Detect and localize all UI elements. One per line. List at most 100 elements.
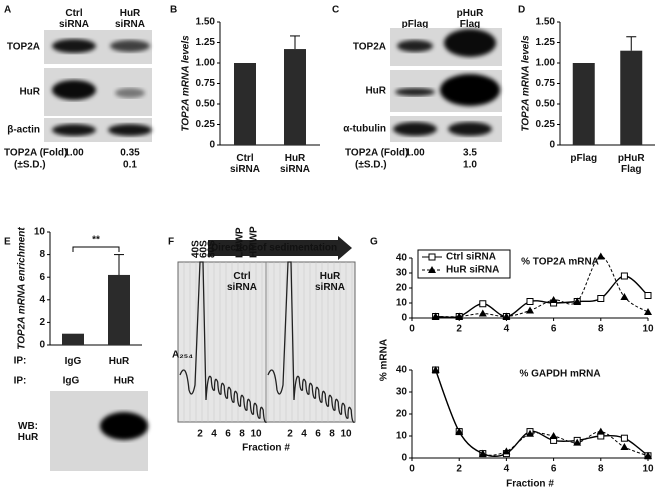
tick-label: 0.50: [196, 99, 216, 110]
tick-label: 1.50: [196, 17, 216, 28]
column-label: pHuR Flag: [457, 8, 484, 30]
annotation: **: [92, 235, 100, 246]
x-tick-label: HuR: [109, 356, 130, 367]
peak-label: 60S: [199, 240, 210, 258]
tick-label: 8: [598, 324, 604, 335]
peak-label: 40S: [191, 240, 202, 258]
legend-label: HuR siRNA: [446, 265, 499, 276]
series-line: [435, 255, 649, 318]
marker: [549, 296, 558, 303]
marker: [431, 366, 440, 373]
row-label: TOP2A: [353, 42, 386, 53]
y-axis-label: A₂₅₄: [172, 350, 193, 361]
sd-value: 0.1: [123, 160, 137, 171]
x-tick-label: IgG: [65, 356, 82, 367]
blot-band: [52, 124, 96, 136]
tick-label: 6: [551, 324, 557, 335]
lane-label: HuR: [114, 376, 135, 387]
marker: [455, 312, 464, 320]
row-label: HuR: [365, 86, 386, 97]
tick-label: 0.25: [196, 119, 216, 130]
x-tick-label: Ctrl siRNA: [230, 153, 260, 175]
marker: [526, 306, 534, 314]
tick-label: 30: [396, 268, 408, 279]
fold-value: 3.5: [463, 148, 477, 159]
panel-label: F: [168, 237, 174, 248]
row-label: α-tubulin: [343, 124, 386, 135]
y-axis-label: TOP2A mRNA enrichment: [17, 227, 28, 350]
x-axis-label: Fraction #: [506, 479, 554, 490]
tick-label: 20: [396, 409, 408, 420]
marker: [526, 429, 534, 437]
fraction-tick: 4: [301, 429, 307, 440]
legend-marker: [428, 253, 436, 261]
panel-label: D: [518, 5, 525, 16]
polysome-label: LMWP: [235, 227, 246, 258]
marker: [596, 252, 605, 260]
marker: [644, 451, 652, 459]
fraction-tick: 6: [315, 429, 321, 440]
row-label: β-actin: [7, 125, 40, 136]
tick-label: 4: [39, 294, 45, 305]
tick-label: 0: [549, 140, 555, 151]
row-label: HuR: [19, 87, 40, 98]
marker: [478, 449, 487, 457]
blot-band: [108, 124, 152, 136]
tick-label: 1.25: [536, 37, 556, 48]
tick-label: 0: [209, 140, 215, 151]
marker: [596, 427, 605, 435]
tick-label: 30: [396, 387, 408, 398]
fraction-tick: 6: [225, 429, 231, 440]
marker: [526, 298, 534, 305]
tick-label: 2: [456, 464, 462, 475]
blot-band: [115, 88, 145, 98]
fold-label: TOP2A (Fold): [4, 148, 67, 159]
tick-label: 8: [39, 249, 45, 260]
panel-label: A: [4, 5, 11, 16]
tick-label: 10: [642, 324, 654, 335]
marker: [573, 438, 582, 446]
marker: [597, 295, 605, 302]
marker: [502, 312, 511, 320]
panel-label: B: [170, 5, 177, 16]
blot-band: [100, 412, 148, 440]
tick-label: 0.50: [536, 99, 556, 110]
tick-label: 10: [396, 298, 408, 309]
error-bar: [290, 35, 300, 50]
fold-label: TOP2A (Fold): [345, 148, 408, 159]
x-tick-label: pFlag: [570, 153, 597, 164]
fold-value: 1.00: [405, 148, 425, 159]
error-bar: [114, 254, 124, 275]
y-axis-label: % mRNA: [379, 339, 390, 381]
sd-label: (±S.D.): [355, 160, 387, 171]
tick-label: 4: [504, 464, 510, 475]
fraction-tick: 10: [340, 429, 352, 440]
fraction-tick: 2: [287, 429, 293, 440]
marker: [455, 427, 464, 435]
marker: [644, 308, 652, 315]
arrow-label: Direction of sedimentation: [211, 243, 337, 254]
arrow: [208, 236, 352, 260]
sd-label: (±S.D.): [14, 160, 46, 171]
fraction-tick: 10: [250, 429, 262, 440]
fold-value: 1.00: [64, 148, 84, 159]
tick-label: 0: [39, 340, 45, 351]
tick-label: 6: [551, 464, 557, 475]
tick-label: 4: [504, 324, 510, 335]
marker: [573, 297, 582, 305]
marker: [479, 300, 487, 308]
tick-label: 40: [396, 365, 408, 376]
marker: [644, 292, 652, 299]
panel-label: C: [332, 5, 339, 16]
series-line: [435, 369, 649, 457]
blot-band: [52, 39, 96, 53]
legend-label: Ctrl siRNA: [446, 252, 496, 263]
blot-band: [440, 74, 500, 106]
tick-label: 2: [456, 324, 462, 335]
condition-label: Ctrl siRNA: [227, 271, 257, 293]
chart-title: % TOP2A mRNA: [521, 257, 599, 268]
tick-label: 0: [401, 453, 407, 464]
bar: [62, 333, 84, 345]
sd-value: 1.0: [463, 160, 477, 171]
